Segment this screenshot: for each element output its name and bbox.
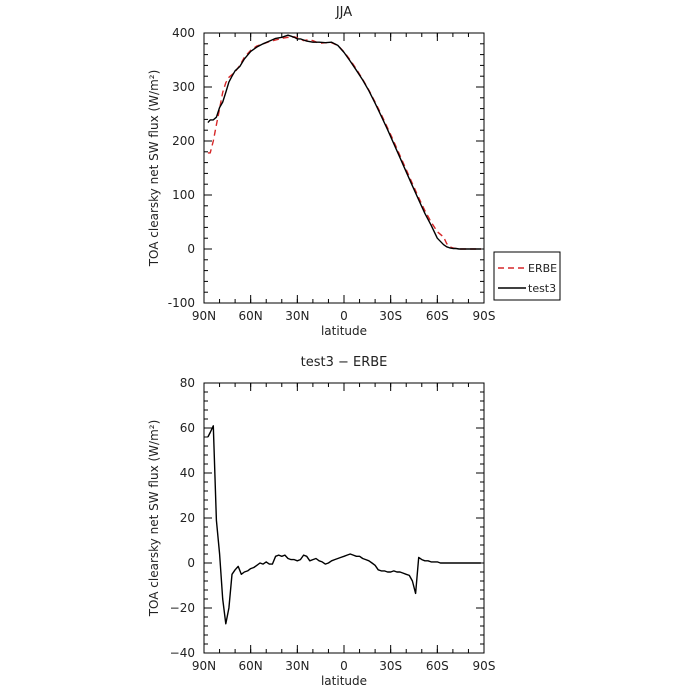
x-tick-label: 30N <box>285 309 309 323</box>
x-tick-label: 60S <box>426 309 449 323</box>
y-tick-label: 300 <box>172 80 195 94</box>
x-tick-label: 30S <box>379 659 402 673</box>
x-tick-label: 0 <box>340 659 348 673</box>
x-tick-label: 60S <box>426 659 449 673</box>
y-tick-label: 0 <box>187 556 195 570</box>
legend-box <box>493 251 561 301</box>
x-tick-label: 90S <box>473 659 496 673</box>
x-tick-label: 60N <box>239 309 263 323</box>
chart-title: test3 − ERBE <box>301 355 388 370</box>
x-tick-label: 90S <box>473 309 496 323</box>
y-tick-label: -100 <box>168 296 195 310</box>
y-tick-label: 40 <box>180 466 195 480</box>
y-tick-label: 60 <box>180 421 195 435</box>
legend: ERBE test3 <box>493 251 561 301</box>
x-tick-label: 90N <box>192 309 216 323</box>
chart-panel-2: 90N 60N 30N 0 30S 60S 90S −40 −20 0 20 40 60 80 test3 … <box>147 355 495 688</box>
y-axis-label: TOA clearsky net SW flux (W/m²) <box>147 70 161 268</box>
x-tick-label: 0 <box>340 309 348 323</box>
chart-panel-1: 90N 60N 30N 0 30S 60S 90S -100 0 100 200 300 400 JJA l… <box>147 5 561 338</box>
x-tick-label: 60N <box>239 659 263 673</box>
y-tick-label: −20 <box>170 601 195 615</box>
y-tick-label: 80 <box>180 376 195 390</box>
y-tick-label: 20 <box>180 511 195 525</box>
chart-title: JJA <box>335 5 352 20</box>
x-tick-label: 90N <box>192 659 216 673</box>
y-tick-label: −40 <box>170 646 195 660</box>
y-tick-label: 0 <box>187 242 195 256</box>
x-axis-label: latitude <box>321 324 367 338</box>
series-line-test3 <box>207 34 481 250</box>
y-axis-label: TOA clearsky net SW flux (W/m²) <box>147 420 161 618</box>
x-tick-label: 30S <box>379 309 402 323</box>
y-tick-label: 100 <box>172 188 195 202</box>
y-tick-label: 400 <box>172 26 195 40</box>
plot-frame <box>203 32 485 304</box>
series-line-erbe <box>207 36 481 250</box>
x-axis-label: latitude <box>321 674 367 688</box>
y-tick-label: 200 <box>172 134 195 148</box>
x-tick-label: 30N <box>285 659 309 673</box>
plot-frame <box>203 382 485 654</box>
legend-label: ERBE <box>528 262 557 275</box>
legend-label: test3 <box>528 282 556 295</box>
series-line <box>207 425 481 625</box>
